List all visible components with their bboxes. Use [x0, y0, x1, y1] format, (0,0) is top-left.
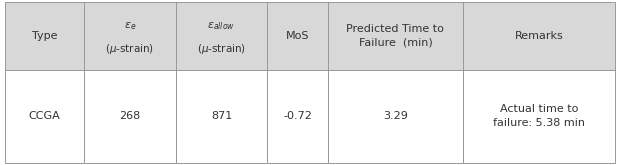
Text: $\varepsilon_e$: $\varepsilon_e$ — [124, 20, 136, 32]
Text: ($\mu$-strain): ($\mu$-strain) — [105, 42, 154, 56]
Text: $\varepsilon_{allow}$: $\varepsilon_{allow}$ — [208, 20, 236, 32]
Text: CCGA: CCGA — [29, 111, 61, 121]
Bar — [267, 70, 329, 163]
Text: MoS: MoS — [286, 31, 309, 41]
Bar — [267, 2, 329, 70]
Bar — [463, 70, 615, 163]
Bar — [84, 2, 176, 70]
Bar — [176, 2, 267, 70]
Text: Remarks: Remarks — [515, 31, 563, 41]
Bar — [329, 70, 463, 163]
Bar — [329, 2, 463, 70]
Bar — [176, 70, 267, 163]
Text: 871: 871 — [211, 111, 232, 121]
Text: ($\mu$-strain): ($\mu$-strain) — [197, 42, 246, 56]
Text: Type: Type — [32, 31, 58, 41]
Bar — [5, 2, 84, 70]
Bar — [84, 70, 176, 163]
Text: Predicted Time to
Failure  (min): Predicted Time to Failure (min) — [347, 24, 445, 48]
Text: 268: 268 — [120, 111, 141, 121]
Text: -0.72: -0.72 — [283, 111, 312, 121]
Text: 3.29: 3.29 — [383, 111, 408, 121]
Bar — [463, 2, 615, 70]
Bar — [5, 70, 84, 163]
Text: Actual time to
failure: 5.38 min: Actual time to failure: 5.38 min — [493, 104, 585, 129]
